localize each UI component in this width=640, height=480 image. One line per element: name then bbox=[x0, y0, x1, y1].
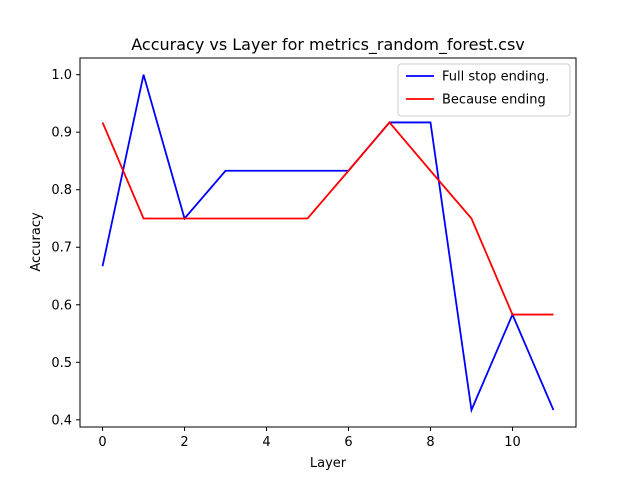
y-axis-label: Accuracy bbox=[29, 212, 44, 272]
series-line-0 bbox=[101, 74, 555, 414]
x-tick-label: 0 bbox=[98, 435, 106, 450]
y-tick-label: 1.0 bbox=[51, 68, 72, 83]
x-tick-label: 4 bbox=[262, 435, 270, 450]
x-axis-label: Layer bbox=[310, 456, 347, 471]
legend-label-1: Because ending bbox=[442, 93, 546, 108]
plot-frame bbox=[79, 57, 577, 428]
y-tick-label: 0.4 bbox=[51, 413, 72, 428]
series-line-1 bbox=[101, 121, 554, 316]
y-tick-label: 0.6 bbox=[51, 298, 72, 313]
y-tick-label: 0.8 bbox=[51, 183, 72, 198]
x-tick-label: 2 bbox=[180, 435, 188, 450]
x-tick-label: 6 bbox=[344, 435, 352, 450]
legend-box bbox=[397, 63, 571, 117]
plot-area: 0 2 4 6 8 10 0.4 0.5 0.6 0.7 0.8 0.9 1.0 bbox=[51, 57, 577, 450]
legend: Full stop ending. Because ending bbox=[397, 63, 571, 117]
legend-label-0: Full stop ending. bbox=[442, 70, 549, 85]
y-tick-label: 0.7 bbox=[51, 241, 72, 256]
chart-title: Accuracy vs Layer for metrics_random_for… bbox=[131, 35, 525, 55]
x-tick-label: 8 bbox=[426, 435, 434, 450]
y-tick-label: 0.9 bbox=[51, 126, 72, 141]
x-tick-label: 10 bbox=[504, 435, 521, 450]
y-tick-label: 0.5 bbox=[51, 356, 72, 371]
